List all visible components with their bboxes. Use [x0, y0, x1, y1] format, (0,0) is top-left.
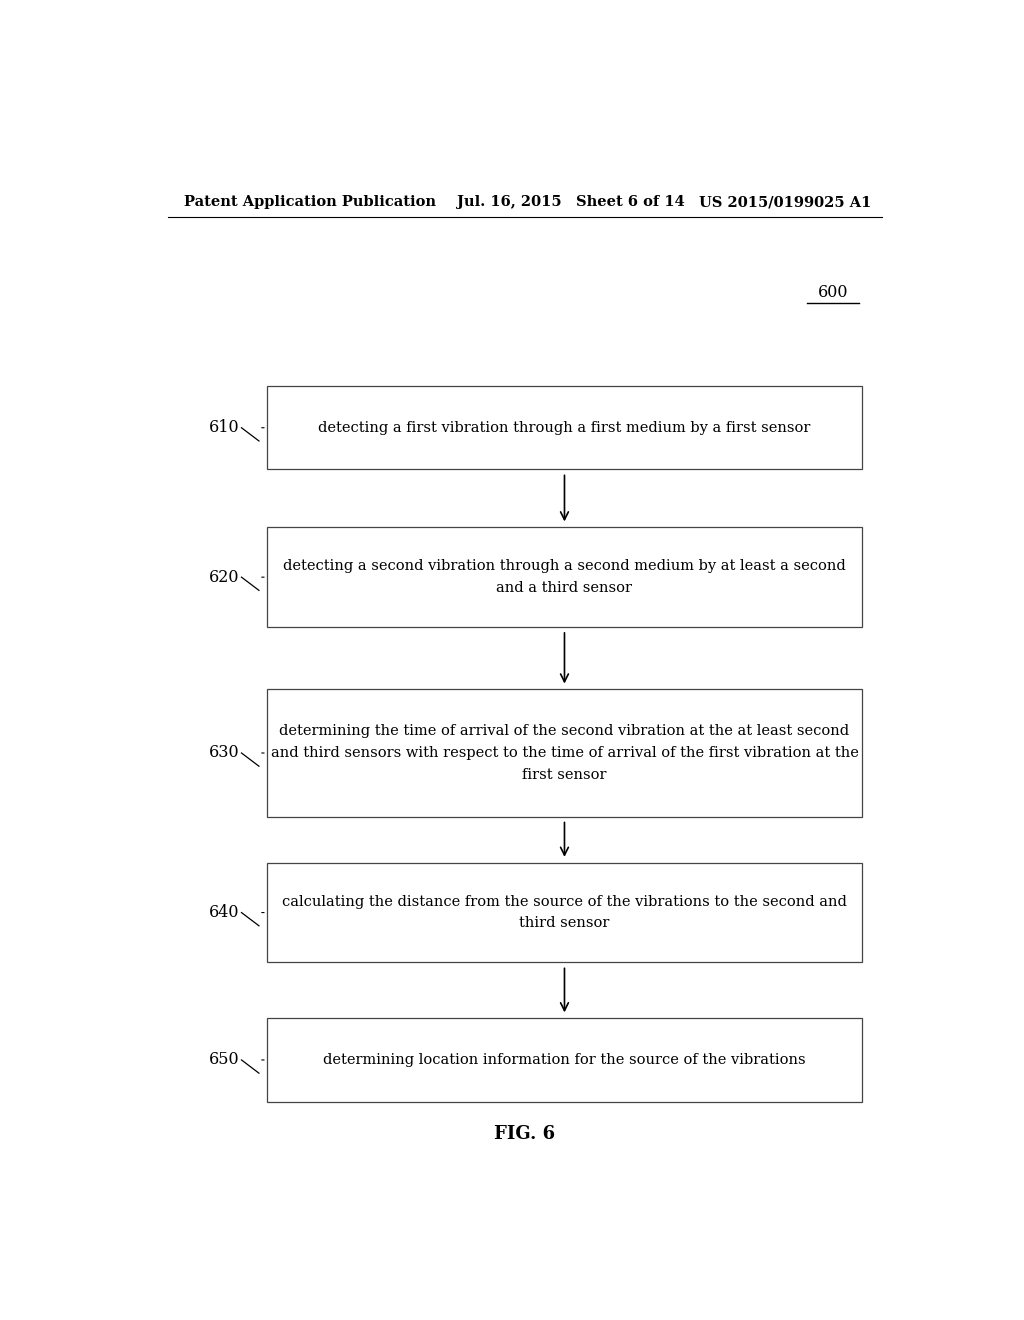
Text: FIG. 6: FIG. 6 [495, 1125, 555, 1143]
Bar [267, 689, 862, 817]
Text: Jul. 16, 2015: Jul. 16, 2015 [458, 195, 562, 209]
Text: US 2015/0199025 A1: US 2015/0199025 A1 [699, 195, 871, 209]
Text: 640: 640 [209, 904, 240, 921]
Text: 650: 650 [209, 1052, 240, 1068]
Bar [267, 528, 862, 627]
Text: 620: 620 [209, 569, 240, 586]
Text: determining location information for the source of the vibrations: determining location information for the… [324, 1053, 806, 1067]
Text: detecting a first vibration through a first medium by a first sensor: detecting a first vibration through a fi… [318, 421, 811, 434]
Bar [267, 385, 862, 470]
Text: 600: 600 [817, 284, 848, 301]
Bar [267, 863, 862, 962]
Text: 610: 610 [209, 420, 240, 436]
Text: 630: 630 [209, 744, 240, 762]
Text: determining the time of arrival of the second vibration at the at least second
a: determining the time of arrival of the s… [270, 725, 858, 781]
Bar [267, 1018, 862, 1102]
Text: Patent Application Publication: Patent Application Publication [183, 195, 435, 209]
Text: detecting a second vibration through a second medium by at least a second
and a : detecting a second vibration through a s… [283, 560, 846, 595]
Text: Sheet 6 of 14: Sheet 6 of 14 [577, 195, 685, 209]
Text: calculating the distance from the source of the vibrations to the second and
thi: calculating the distance from the source… [282, 895, 847, 931]
